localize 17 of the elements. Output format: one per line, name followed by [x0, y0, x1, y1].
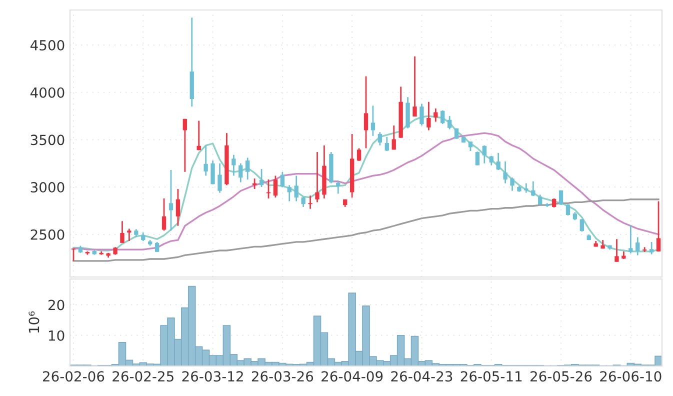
y-tick-label: 3000 [30, 182, 64, 193]
y-axis-title: 10⁶ [28, 311, 40, 333]
y-tick-label: 4500 [30, 40, 64, 51]
y-tick-label: 2500 [30, 229, 64, 240]
y-tick-label: 4000 [30, 87, 64, 98]
y-tick-label: 3500 [30, 134, 64, 146]
x-tick-label: 26-04-09 [322, 371, 383, 382]
x-tick-label: 26-05-11 [460, 371, 522, 382]
x-tick-label: 26-02-25 [112, 371, 174, 382]
x-tick-label: 26-03-26 [252, 371, 314, 382]
y-tick-label: 10 [48, 330, 64, 341]
x-tick-label: 26-04-23 [391, 371, 452, 382]
x-tick-label: 26-06-10 [600, 371, 662, 382]
x-tick-label: 26-05-26 [530, 371, 592, 382]
x-tick-label: 26-03-12 [182, 371, 243, 382]
x-tick-label: 26-02-06 [42, 371, 104, 382]
y-tick-label: 20 [48, 300, 64, 310]
